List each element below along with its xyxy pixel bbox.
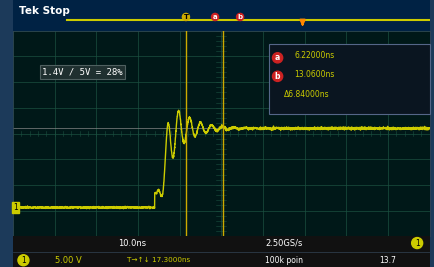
Text: a: a [213, 14, 217, 20]
Text: 1: 1 [13, 203, 18, 212]
Text: 1.4V / 5V = 28%: 1.4V / 5V = 28% [42, 67, 123, 76]
Text: 13.0600ns: 13.0600ns [294, 70, 335, 79]
Text: b: b [237, 14, 243, 20]
Text: a: a [275, 53, 280, 62]
Text: T→↑↓ 17.3000ns: T→↑↓ 17.3000ns [127, 257, 191, 263]
Text: 13.7: 13.7 [379, 256, 396, 265]
Text: 1: 1 [21, 256, 26, 265]
Text: b: b [275, 72, 280, 81]
Text: 1: 1 [415, 238, 420, 248]
Text: Δ6.84000ns: Δ6.84000ns [284, 90, 329, 99]
Text: 5.00 V: 5.00 V [55, 256, 82, 265]
Text: 2.50GS/s: 2.50GS/s [265, 238, 302, 248]
Text: 100k poin: 100k poin [265, 256, 303, 265]
Text: 10.0ns: 10.0ns [118, 238, 146, 248]
Text: T: T [184, 14, 188, 20]
Text: Tek Stop: Tek Stop [19, 6, 70, 16]
Text: 6.22000ns: 6.22000ns [294, 51, 335, 60]
FancyBboxPatch shape [269, 44, 430, 114]
